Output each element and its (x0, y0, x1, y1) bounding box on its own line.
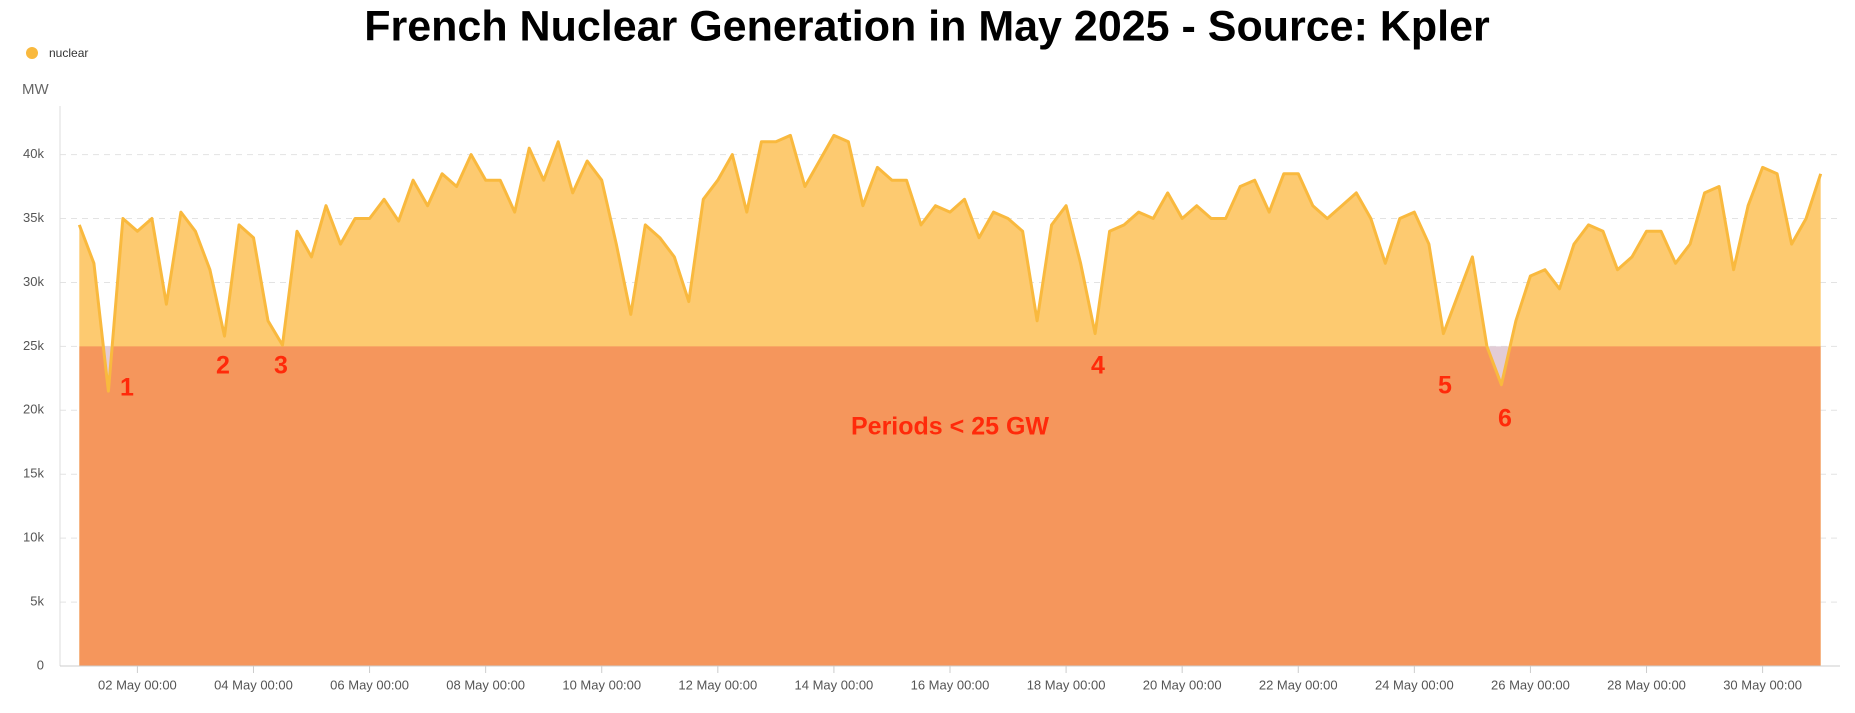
chart-title: French Nuclear Generation in May 2025 - … (364, 2, 1490, 50)
y-tick-label: 0 (37, 657, 44, 672)
annotation: 4 (1091, 352, 1105, 380)
annotation: 1 (120, 374, 134, 402)
x-tick-label: 18 May 00:00 (1027, 677, 1106, 692)
y-tick-label: 5k (30, 594, 44, 609)
annotation: 5 (1438, 372, 1452, 400)
x-tick-label: 24 May 00:00 (1375, 677, 1454, 692)
x-tick-label: 10 May 00:00 (562, 677, 641, 692)
axes: 0 5k 10k 15k 20k 25k 30k 35k 40k 02 May 00:00 04 M… (23, 106, 1840, 692)
annotation: Periods < 25 GW (851, 413, 1049, 441)
y-tick-label: 35k (23, 210, 44, 225)
x-tick-label: 28 May 00:00 (1607, 677, 1686, 692)
marks (77, 133, 1823, 666)
y-tick-label: 25k (23, 338, 44, 353)
x-tick-label: 06 May 00:00 (330, 677, 409, 692)
annotation: 3 (274, 352, 288, 380)
x-tick-label: 26 May 00:00 (1491, 677, 1570, 692)
x-tick-label: 30 May 00:00 (1723, 677, 1802, 692)
legend-label: nuclear (49, 46, 88, 60)
y-tick-label: 20k (23, 402, 44, 417)
x-tick-label: 08 May 00:00 (446, 677, 525, 692)
y-tick-label: 10k (23, 530, 44, 545)
x-tick-label: 14 May 00:00 (795, 677, 874, 692)
annotation: 2 (216, 352, 230, 380)
x-tick-label: 02 May 00:00 (98, 677, 177, 692)
y-axis-label: MW (22, 81, 49, 98)
y-tick-label: 40k (23, 146, 44, 161)
line (77, 133, 1823, 393)
x-tick-label: 22 May 00:00 (1259, 677, 1338, 692)
x-tick-label: 20 May 00:00 (1143, 677, 1222, 692)
y-tick-label: 30k (23, 274, 44, 289)
legend-swatch (26, 47, 38, 59)
y-tick-label: 15k (23, 466, 44, 481)
x-tick-label: 04 May 00:00 (214, 677, 293, 692)
x-tick-label: 12 May 00:00 (678, 677, 757, 692)
annotation: 6 (1498, 405, 1512, 433)
x-tick-label: 16 May 00:00 (911, 677, 990, 692)
threshold-band (79, 346, 1821, 666)
